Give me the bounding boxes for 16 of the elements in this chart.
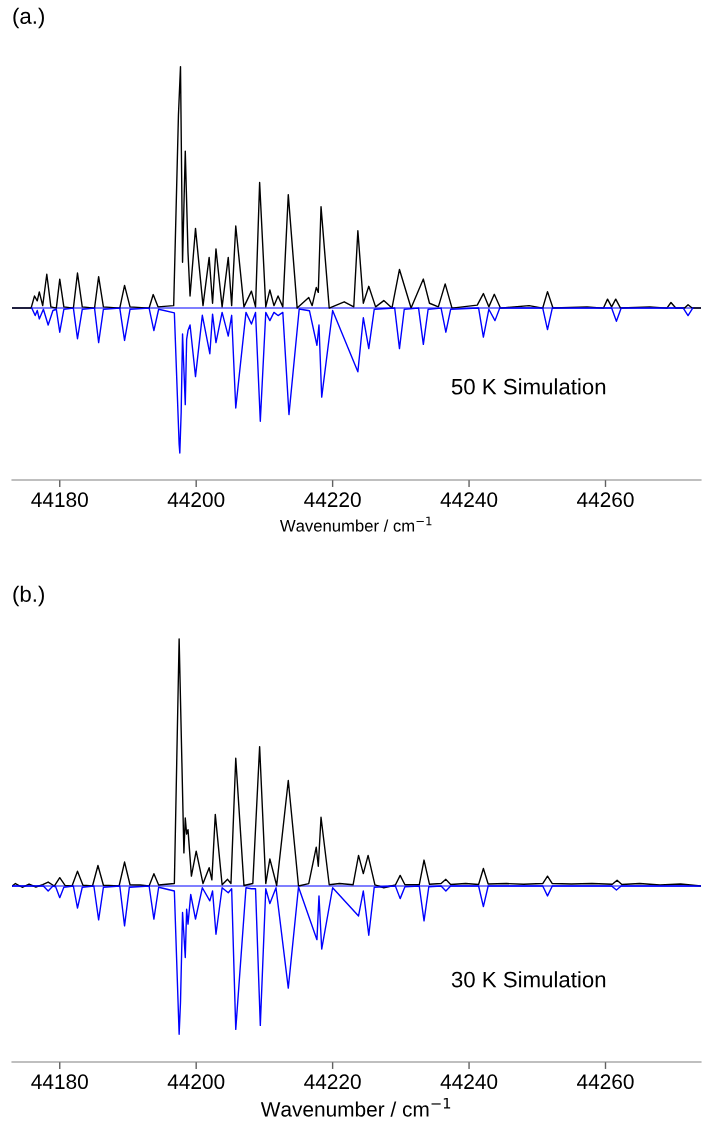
- x-tick-label: 44260: [577, 492, 634, 508]
- x-tick-label: 44200: [167, 492, 225, 508]
- x-tick-label: 44240: [440, 1074, 498, 1090]
- x-tick-label: 44180: [31, 492, 88, 508]
- chart-title: (b.): [13, 585, 44, 607]
- x-tick-label: 44180: [31, 1074, 88, 1090]
- x-axis-title: Wavenumber / cm$^{−1}$: [260, 1097, 451, 1117]
- chart-title: (a.): [13, 7, 44, 29]
- x-tick-label: 44240: [440, 492, 498, 508]
- x-tick-label: 44260: [577, 1074, 634, 1090]
- x-tick-label: 44220: [304, 1074, 361, 1090]
- x-tick-label: 44220: [304, 492, 361, 508]
- annotation: 30 K Simulation: [451, 971, 606, 988]
- x-tick-label: 44200: [167, 1074, 225, 1090]
- annotation: 50 K Simulation: [451, 378, 606, 395]
- x-axis-title: Wavenumber / cm$^{−1}$: [279, 516, 432, 532]
